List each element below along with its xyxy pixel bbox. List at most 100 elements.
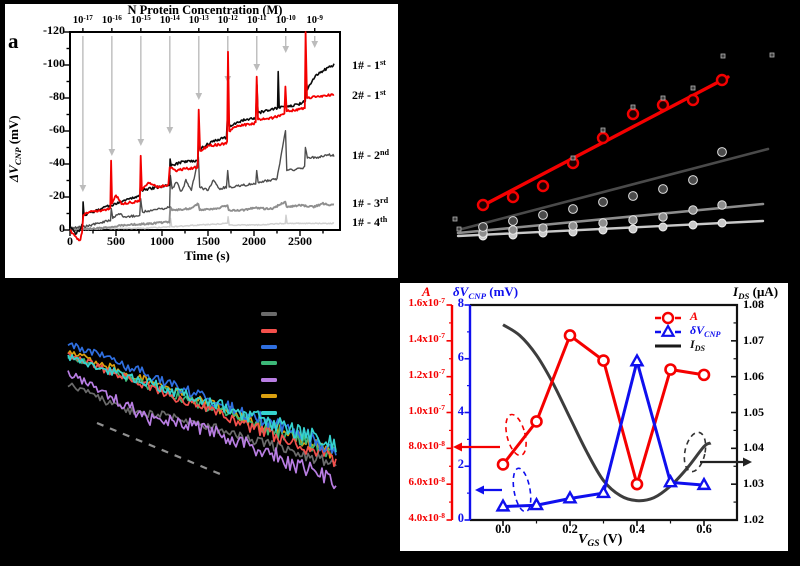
A-point bbox=[664, 363, 677, 376]
small-square-marker bbox=[660, 95, 666, 101]
small-square-marker bbox=[600, 127, 606, 133]
panel-a-ytick: -60 bbox=[49, 122, 65, 136]
panel-b-calibration-plot bbox=[452, 52, 775, 241]
panel-a-trace-label: 1# - 3rd bbox=[352, 196, 389, 210]
data-point bbox=[626, 107, 640, 121]
dVcnp-point bbox=[562, 490, 578, 504]
panel-d-xtick: 0.6 bbox=[696, 522, 712, 536]
panel-a-time-trace: a N Protein Concentration (M) Time (s) Δ… bbox=[5, 3, 398, 278]
noise-trace bbox=[67, 352, 337, 468]
panel-d-IDS-tick: 1.06 bbox=[743, 368, 764, 383]
data-point bbox=[478, 222, 488, 232]
panel-a-y-axis-title: ΔVCNP (mV) bbox=[6, 115, 24, 182]
data-point bbox=[506, 190, 520, 204]
panel-a-xtick: 1000 bbox=[150, 234, 174, 248]
trace-1-4th bbox=[69, 214, 335, 232]
legend-swatch bbox=[261, 329, 277, 333]
panel-d-dV-tick: 8 bbox=[457, 296, 464, 310]
panel-a-conc-tick: 10-16 bbox=[101, 13, 122, 26]
data-point bbox=[658, 212, 668, 222]
annotation-ellipse bbox=[683, 431, 707, 473]
A-point bbox=[496, 458, 510, 471]
small-square-marker bbox=[570, 155, 576, 161]
panel-d-A-tick: 4.0x10-8 bbox=[408, 510, 445, 524]
data-point bbox=[476, 198, 490, 212]
data-point bbox=[536, 179, 550, 193]
panel-a-top-axis-title: N Protein Concentration (M) bbox=[127, 3, 283, 17]
dVcnp-point bbox=[495, 498, 511, 512]
panel-a-trace-label: 1# - 1st bbox=[352, 58, 386, 72]
data-point bbox=[628, 224, 638, 234]
data-point bbox=[715, 73, 729, 87]
panel-d-A-tick: 1.0x10-7 bbox=[408, 403, 445, 417]
panel-a-xtick: 0 bbox=[67, 234, 73, 248]
data-point bbox=[598, 218, 608, 228]
panel-d-xtick: 0.0 bbox=[495, 522, 511, 536]
data-point bbox=[658, 184, 668, 194]
panel-a-conc-tick: 10-11 bbox=[246, 13, 267, 26]
panel-d-dV-tick: 4 bbox=[457, 403, 464, 418]
data-point bbox=[596, 131, 610, 145]
A-point bbox=[530, 415, 543, 428]
panel-d-legend-label: A bbox=[690, 309, 699, 323]
panel-d-A-tick: 1.6x10-7 bbox=[408, 295, 445, 309]
data-point bbox=[656, 98, 670, 112]
data-point bbox=[686, 93, 700, 107]
small-square-marker bbox=[769, 52, 775, 58]
panel-a-xtick: 2500 bbox=[288, 234, 312, 248]
panel-a-ytick: -100 bbox=[43, 56, 65, 70]
panel-a-conc-tick: 10-12 bbox=[217, 13, 238, 26]
panel-a-conc-tick: 10-14 bbox=[159, 13, 180, 26]
data-point bbox=[717, 200, 727, 210]
panel-d-A-tick: 1.4x10-7 bbox=[408, 331, 445, 345]
small-square-marker bbox=[452, 216, 458, 222]
panel-d-dV-axis-title: δVCNP (mV) bbox=[453, 284, 519, 302]
panel-d-legend-label: δVCNP bbox=[690, 323, 721, 339]
noise-trace bbox=[67, 342, 337, 456]
panel-a-ytick: -40 bbox=[49, 155, 65, 169]
panel-a-trace-label: 1# - 4th bbox=[352, 215, 388, 229]
legend-triangle-icon bbox=[660, 323, 676, 337]
dVcnp-point bbox=[595, 484, 612, 499]
panel-d-dV-tick: 2 bbox=[457, 457, 464, 472]
panel-a-plot bbox=[64, 28, 341, 242]
panel-a-trace-label: 1# - 2nd bbox=[352, 148, 390, 162]
panel-d-x-axis-title: VGS (V) bbox=[578, 532, 623, 550]
A-point bbox=[597, 354, 610, 367]
panel-d-A-tick: 1.2x10-7 bbox=[408, 367, 445, 381]
data-point bbox=[717, 147, 727, 157]
data-point bbox=[538, 223, 548, 233]
legend-circle-icon bbox=[661, 311, 675, 325]
panel-a-conc-tick: 10-10 bbox=[275, 13, 296, 26]
data-point bbox=[598, 197, 608, 207]
A-point bbox=[563, 329, 577, 342]
panel-a-conc-tick: 10-13 bbox=[188, 13, 209, 26]
panel-d-IDS-tick: 1.05 bbox=[743, 404, 764, 419]
trace-1-1st bbox=[69, 63, 335, 235]
panel-a-ytick: -120 bbox=[43, 23, 65, 37]
data-point bbox=[628, 215, 638, 225]
legend-swatch bbox=[261, 378, 277, 382]
data-point bbox=[658, 222, 668, 232]
legend-swatch bbox=[261, 361, 277, 365]
panel-a-ytick: -20 bbox=[49, 188, 65, 202]
panel-d-plot bbox=[446, 303, 752, 526]
panel-a-conc-tick: 10-15 bbox=[130, 13, 151, 26]
small-square-marker bbox=[690, 85, 696, 91]
fit-line-2 bbox=[456, 147, 770, 232]
panel-d-A-axis-title: A bbox=[422, 284, 431, 299]
trace-1-3rd bbox=[69, 200, 335, 232]
panel-d-xtick: 0.4 bbox=[629, 522, 645, 536]
panel-d-legend-label: IDS bbox=[690, 337, 706, 353]
panel-d-IDS-tick: 1.04 bbox=[743, 440, 764, 455]
panel-d-xtick: 0.2 bbox=[562, 522, 578, 536]
panel-a-xtick: 1500 bbox=[196, 234, 220, 248]
dVcnp-point bbox=[662, 473, 679, 488]
data-point bbox=[538, 210, 548, 220]
panel-d-IDS-tick: 1.08 bbox=[743, 297, 764, 311]
panel-c-noise-spectra bbox=[67, 312, 337, 490]
dVcnp-point bbox=[528, 496, 545, 511]
A-point bbox=[630, 477, 644, 491]
annotation-ellipse bbox=[512, 467, 532, 513]
panel-a-x-axis-title: Time (s) bbox=[184, 248, 230, 263]
